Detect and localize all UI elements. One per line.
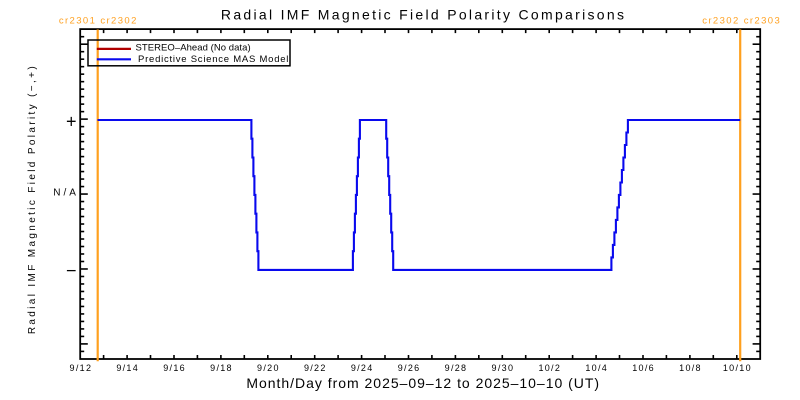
svg-text:Radial IMF Magnetic Field Pola: Radial IMF Magnetic Field Polarity (−,+) (27, 64, 38, 334)
svg-text:10/10: 10/10 (723, 363, 752, 373)
svg-text:cr2301 cr2302: cr2301 cr2302 (59, 15, 138, 26)
svg-text:10/6: 10/6 (632, 363, 655, 373)
svg-text:9/16: 9/16 (163, 363, 186, 373)
svg-text:+: + (66, 111, 77, 131)
svg-text:9/26: 9/26 (398, 363, 421, 373)
svg-text:9/28: 9/28 (445, 363, 468, 373)
svg-text:9/18: 9/18 (210, 363, 233, 373)
svg-text:9/14: 9/14 (116, 363, 139, 373)
svg-text:cr2302 cr2303: cr2302 cr2303 (702, 15, 781, 26)
svg-text:Radial IMF Magnetic Field Pola: Radial IMF Magnetic Field Polarity Compa… (221, 6, 626, 22)
svg-text:9/22: 9/22 (304, 363, 327, 373)
svg-text:10/2: 10/2 (538, 363, 561, 373)
svg-text:STEREO–Ahead (No data): STEREO–Ahead (No data) (136, 43, 251, 54)
svg-text:10/8: 10/8 (679, 363, 702, 373)
svg-text:9/30: 9/30 (492, 363, 515, 373)
svg-text:9/12: 9/12 (70, 363, 93, 373)
svg-text:9/24: 9/24 (351, 363, 374, 373)
svg-text:9/20: 9/20 (257, 363, 280, 373)
svg-text:−: − (66, 260, 77, 280)
svg-text:Predictive Science MAS Model: Predictive Science MAS Model (138, 54, 289, 65)
svg-text:10/4: 10/4 (585, 363, 608, 373)
svg-text:N/A: N/A (53, 188, 79, 199)
svg-text:Month/Day from 2025–09–12 to 2: Month/Day from 2025–09–12 to 2025–10–10 … (246, 375, 600, 391)
